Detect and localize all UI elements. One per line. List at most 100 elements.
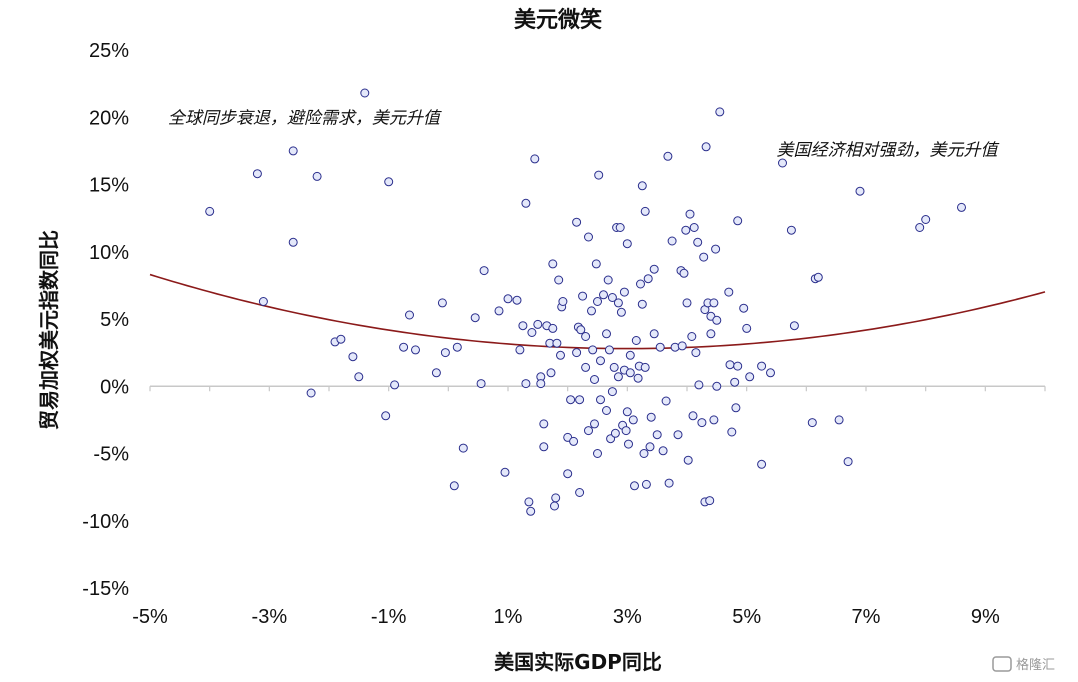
- watermark-text: 格隆汇: [1016, 657, 1055, 673]
- data-point: [536, 379, 546, 389]
- data-point: [590, 419, 599, 429]
- data-point: [745, 372, 755, 382]
- data-point: [681, 225, 691, 235]
- data-point: [588, 345, 598, 355]
- data-point: [733, 361, 743, 371]
- data-point: [834, 415, 844, 425]
- y-tick-label: 0%: [100, 376, 129, 398]
- y-tick-label: 20%: [89, 107, 129, 129]
- data-point: [679, 268, 689, 278]
- data-point: [625, 368, 635, 378]
- data-point: [548, 259, 558, 269]
- data-point: [661, 396, 671, 406]
- data-point: [631, 336, 641, 345]
- data-point: [348, 352, 358, 362]
- data-point: [405, 310, 414, 320]
- data-point: [590, 375, 599, 384]
- data-point: [556, 350, 565, 360]
- data-point: [599, 290, 608, 300]
- data-point: [645, 442, 655, 452]
- data-point: [731, 403, 741, 413]
- data-point: [689, 223, 699, 232]
- data-point: [652, 430, 662, 440]
- x-tick-label: 1%: [494, 606, 523, 628]
- y-tick-label: 25%: [89, 40, 129, 62]
- data-point: [658, 446, 668, 456]
- data-point: [639, 449, 649, 458]
- data-point: [518, 321, 528, 331]
- data-point: [636, 279, 645, 289]
- data-point: [603, 275, 613, 285]
- data-point: [551, 493, 561, 503]
- data-point: [693, 237, 703, 247]
- data-point: [360, 88, 370, 98]
- data-point: [641, 479, 651, 489]
- data-point: [584, 426, 593, 436]
- data-point: [587, 306, 596, 316]
- data-point: [921, 215, 931, 224]
- data-point: [615, 223, 625, 232]
- watermark-logo-icon: [992, 656, 1012, 672]
- data-point: [576, 325, 586, 335]
- y-tick-label: -10%: [82, 511, 129, 533]
- data-point: [646, 412, 656, 422]
- data-point: [715, 107, 725, 117]
- data-point: [288, 237, 298, 247]
- annotation-us-strong-economy: 美国经济相对强劲，美元升值: [777, 141, 1000, 161]
- data-point: [778, 158, 787, 168]
- data-point: [607, 293, 617, 302]
- data-point: [494, 306, 504, 316]
- data-point: [655, 342, 665, 352]
- data-point: [957, 202, 966, 212]
- data-point: [449, 481, 459, 491]
- data-point: [633, 373, 643, 383]
- data-point: [643, 274, 653, 284]
- data-point: [813, 272, 823, 282]
- data-point: [624, 439, 633, 449]
- data-point: [622, 407, 632, 417]
- data-point: [515, 345, 525, 355]
- data-point: [683, 455, 693, 465]
- data-point: [550, 501, 559, 511]
- x-tick-label: -1%: [371, 606, 407, 628]
- data-point: [640, 206, 650, 216]
- data-point: [437, 298, 447, 308]
- data-point: [649, 264, 659, 274]
- data-point: [521, 379, 531, 389]
- annotation-global-recession: 全球同步衰退，避险需求，美元升值: [168, 108, 442, 128]
- data-point: [205, 206, 215, 216]
- data-point: [619, 287, 629, 297]
- data-point: [581, 332, 591, 341]
- data-point: [739, 303, 749, 313]
- data-point: [575, 488, 585, 497]
- data-point: [609, 362, 619, 372]
- data-point: [524, 497, 534, 507]
- data-point: [581, 362, 591, 372]
- data-point: [712, 315, 722, 325]
- data-point: [711, 244, 721, 254]
- data-point: [470, 313, 480, 323]
- data-point: [616, 307, 626, 317]
- data-point: [252, 169, 262, 179]
- data-point: [552, 338, 562, 348]
- data-point: [566, 395, 576, 405]
- data-point: [594, 170, 604, 180]
- data-point: [742, 323, 752, 333]
- data-point: [757, 361, 767, 371]
- x-tick-label: -3%: [252, 606, 288, 628]
- data-point: [604, 345, 614, 355]
- data-point: [757, 459, 767, 469]
- data-point: [593, 449, 602, 458]
- data-point: [399, 342, 409, 352]
- data-point: [682, 298, 692, 308]
- data-point: [673, 430, 683, 440]
- data-point: [384, 177, 394, 187]
- y-axis-label: 贸易加权美元指数同比: [37, 230, 61, 430]
- data-point: [390, 380, 400, 390]
- watermark: 格隆汇: [992, 656, 1055, 673]
- data-point: [479, 266, 489, 276]
- y-tick-label: 15%: [89, 175, 129, 197]
- data-point: [476, 379, 486, 389]
- data-point: [533, 319, 543, 329]
- data-point: [512, 295, 522, 305]
